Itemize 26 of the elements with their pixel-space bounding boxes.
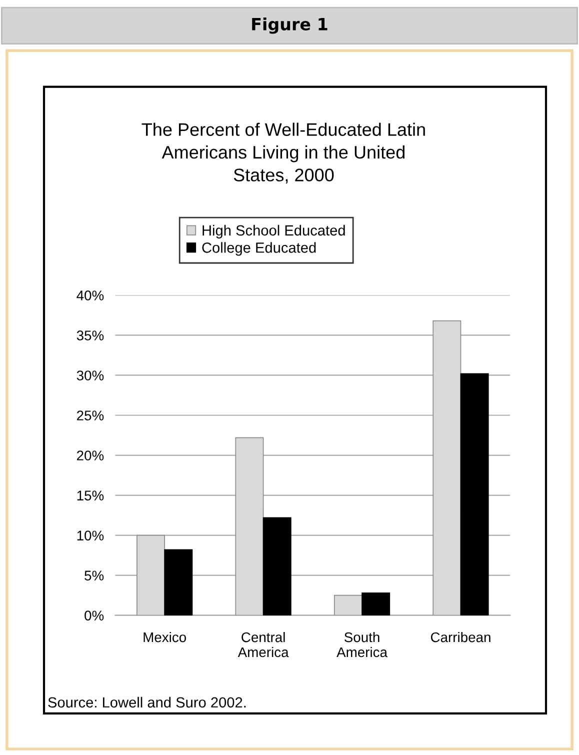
bar	[362, 592, 390, 616]
legend-label: High School Educated	[202, 224, 345, 238]
chart-title: The Percent of Well-Educated Latin Americans Living in the United States, 2000	[142, 122, 425, 184]
bar	[235, 437, 264, 616]
x-tick-label: Mexico	[144, 632, 186, 642]
y-tick-label: 30%	[76, 370, 104, 380]
x-tick-label: South America	[336, 632, 388, 658]
caption: Figure 1	[252, 18, 328, 34]
x-tick-label: Central America	[238, 632, 289, 658]
bar	[164, 549, 193, 616]
bar	[334, 594, 362, 616]
y-tick-label: 20%	[77, 450, 104, 460]
x-tick-label: Carribean	[430, 632, 490, 642]
bar	[136, 534, 165, 616]
y-tick-label: 25%	[77, 410, 104, 420]
legend-label: College Educated	[202, 242, 316, 256]
y-tick-label: 35%	[76, 330, 104, 340]
y-tick-label: 0%	[84, 610, 104, 620]
bar	[432, 320, 462, 616]
bar	[262, 517, 292, 616]
source-note: Source: Lowell and Suro 2002.	[48, 696, 246, 708]
y-tick-label: 5%	[84, 570, 104, 580]
y-tick-label: 10%	[77, 530, 104, 540]
y-tick-label: 15%	[77, 490, 104, 500]
y-tick-label: 40%	[76, 290, 104, 300]
bar	[460, 373, 489, 616]
